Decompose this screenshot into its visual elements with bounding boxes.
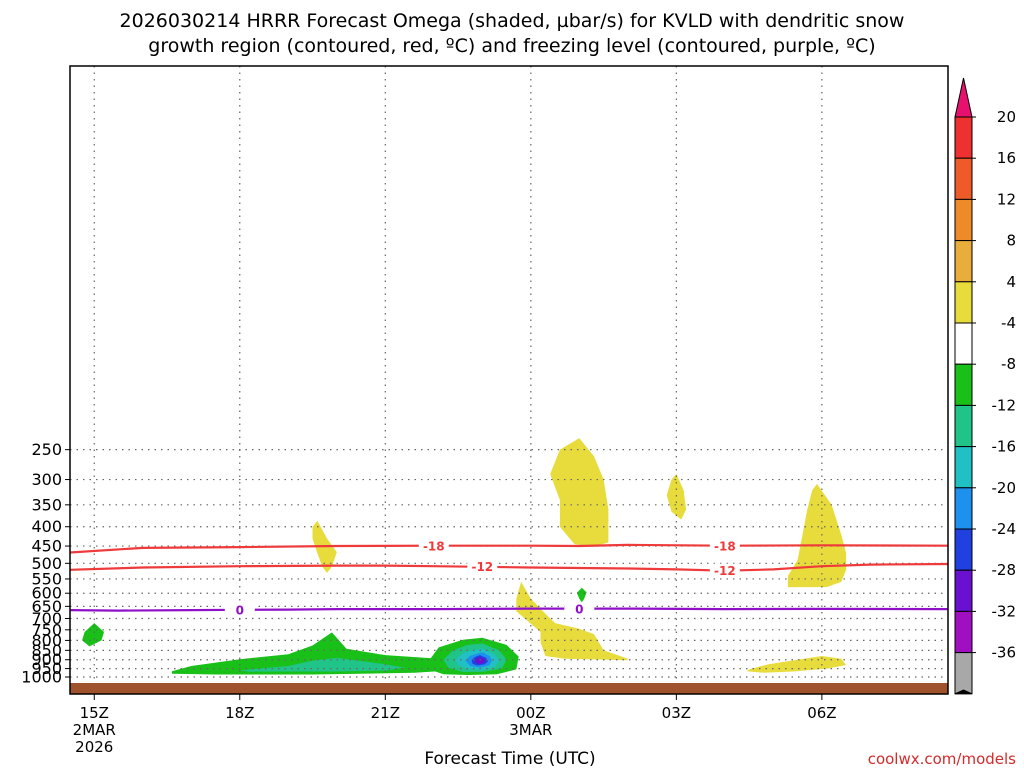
colorbar-label-20: 20 <box>997 108 1016 126</box>
freezing-level-line-label-0: 0 <box>236 604 244 618</box>
xtick-label-06Z: 06Z <box>807 704 836 722</box>
colorbar-bottom-arrow <box>954 689 973 695</box>
ytick-label-850: 850 <box>31 641 62 660</box>
plot-background <box>70 66 948 694</box>
ytick-label-250: 250 <box>31 440 62 459</box>
dgz-minus18-line-label-1: -18 <box>714 540 736 554</box>
ytick-label-400: 400 <box>31 517 62 536</box>
colorbar-label-8: 8 <box>1006 232 1016 250</box>
dgz-minus18-line-label-0: -18 <box>423 540 445 554</box>
colorbar-swatch-7 <box>954 363 973 406</box>
ytick-label-550: 550 <box>31 569 62 588</box>
xtick-label-2MAR: 2MAR <box>73 721 116 739</box>
dgz-minus18-line-label-bg-1 <box>709 539 740 554</box>
ytick-label-450: 450 <box>31 537 62 556</box>
colorbar-swatch-3 <box>954 198 973 242</box>
credit-text: coolwx.com/models <box>868 750 1016 768</box>
plot-frame <box>69 65 949 695</box>
xtick-label-18Z: 18Z <box>225 704 254 722</box>
colorbar: 20 16 12 8 4 -4 -8 -12 -16 -20 -24 -28 -32 -36 <box>954 77 1017 695</box>
colorbar-swatch-2 <box>954 157 973 200</box>
colorbar-swatch-11 <box>954 528 973 571</box>
ytick-label-750: 750 <box>31 620 62 639</box>
colorbar-label-16: 16 <box>997 149 1016 167</box>
ytick-label-800: 800 <box>31 631 62 650</box>
omega-region-neg-600 <box>576 587 587 603</box>
xtick-label-00Z: 00Z <box>516 704 545 722</box>
terrain-surface-bar <box>70 683 948 694</box>
colorbar-top-arrow <box>954 77 973 118</box>
omega-region-pos-330 <box>666 474 687 520</box>
colorbar-swatch-8 <box>954 404 973 448</box>
grid-lines <box>70 66 948 694</box>
colorbar-label--28: -28 <box>992 561 1017 579</box>
colorbar-swatch-5 <box>954 281 973 324</box>
colorbar-label--16: -16 <box>992 438 1017 456</box>
ytick-label-600: 600 <box>31 584 62 603</box>
ytick-label-650: 650 <box>31 597 62 616</box>
ytick-label-700: 700 <box>31 609 62 628</box>
chart-title-line-1: 2026030214 HRRR Forecast Omega (shaded, … <box>120 10 905 32</box>
y-axis-ticks: 250 300 350 4004505005506006507007508008509… <box>21 440 70 687</box>
xtick-label-2026: 2026 <box>75 738 113 756</box>
freezing-level-line-label-bg-1 <box>564 601 595 616</box>
omega-region-pos-950 <box>746 656 847 673</box>
dgz-minus18-line <box>69 543 949 554</box>
colorbar-label--8: -8 <box>1001 355 1016 373</box>
colorbar-label--4: -4 <box>1001 314 1016 332</box>
colorbar-swatch-10 <box>954 487 973 530</box>
freezing-level-line-label-bg-0 <box>224 603 255 618</box>
omega-region-pos-450 <box>787 483 847 588</box>
freezing-level-line-label-1: 0 <box>575 602 583 616</box>
xtick-label-03Z: 03Z <box>662 704 691 722</box>
colorbar-swatch-13 <box>954 610 973 654</box>
ytick-label-350: 350 <box>31 495 62 514</box>
contour-lines: -18 -18 -12 -12 0 0 <box>69 539 949 618</box>
xtick-label-15Z: 15Z <box>80 704 109 722</box>
dgz-minus12-line-label-0: -12 <box>471 560 493 574</box>
colorbar-label--32: -32 <box>992 602 1017 620</box>
freezing-level-line <box>69 607 949 612</box>
colorbar-swatch-6 <box>954 322 973 365</box>
chart-title-line-2: growth region (contoured, red, ºC) and f… <box>148 35 875 57</box>
omega-shading <box>82 438 847 675</box>
ytick-label-500: 500 <box>31 554 62 573</box>
colorbar-swatch-9 <box>954 446 973 489</box>
dgz-minus12-line-label-bg-0 <box>467 559 498 574</box>
colorbar-label-12: 12 <box>997 190 1016 208</box>
colorbar-swatch-12 <box>954 569 973 612</box>
colorbar-label--36: -36 <box>992 644 1017 662</box>
colorbar-label-4: 4 <box>1006 273 1016 291</box>
dgz-minus12-line <box>69 562 949 572</box>
omega-region-neg-780 <box>82 623 104 647</box>
ytick-label-950: 950 <box>31 659 62 678</box>
colorbar-label--12: -12 <box>992 396 1017 414</box>
ytick-label-1000: 1000 <box>21 668 62 687</box>
x-axis-label: Forecast Time (UTC) <box>424 749 595 768</box>
colorbar-swatch-1 <box>954 116 973 159</box>
ytick-label-900: 900 <box>31 650 62 669</box>
colorbar-label--24: -24 <box>992 520 1017 538</box>
xtick-label-3MAR: 3MAR <box>509 721 552 739</box>
dgz-minus18-line-label-bg-0 <box>418 539 449 554</box>
xtick-label-21Z: 21Z <box>371 704 400 722</box>
colorbar-label--20: -20 <box>992 479 1017 497</box>
colorbar-swatch-4 <box>954 240 973 283</box>
ytick-label-300: 300 <box>31 470 62 489</box>
dgz-minus12-line-label-bg-1 <box>709 563 740 578</box>
colorbar-swatch-14 <box>954 652 973 695</box>
omega-region-neg-core-purple <box>475 657 485 665</box>
omega-region-pos-750 <box>516 581 628 661</box>
dgz-minus12-line-label-1: -12 <box>714 564 736 578</box>
omega-region-pos-300 <box>550 438 609 547</box>
